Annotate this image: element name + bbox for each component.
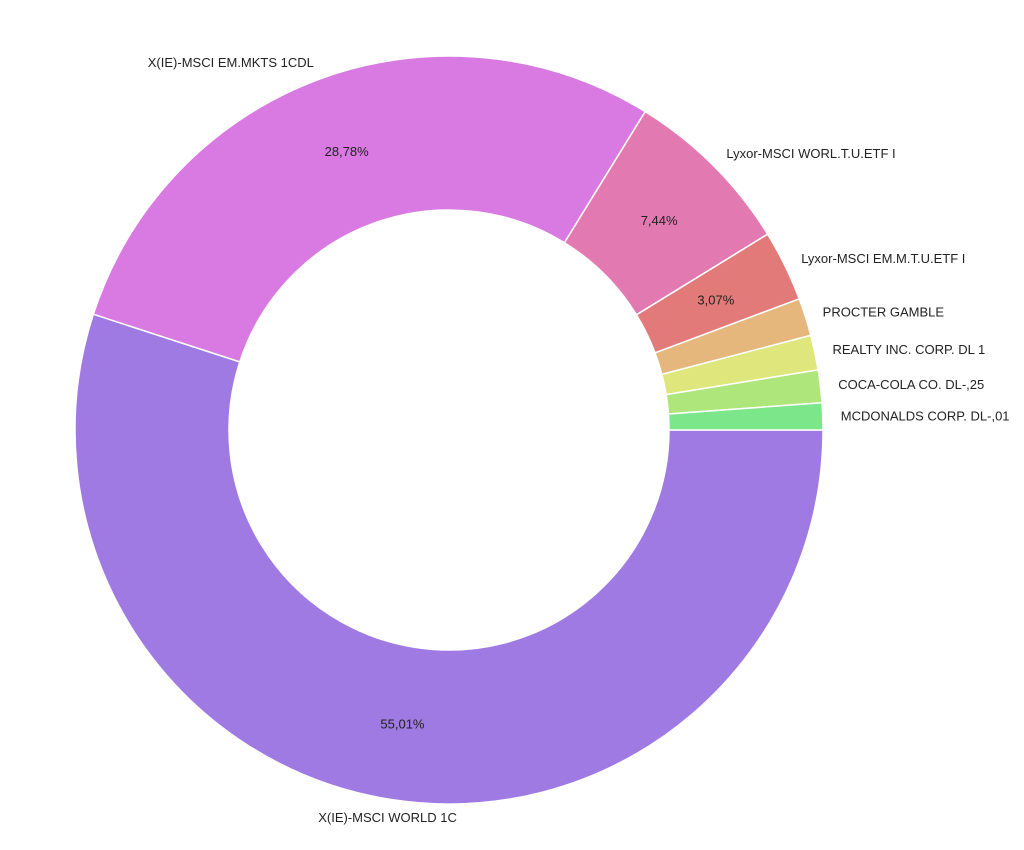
slice-category-label: Lyxor-MSCI EM.M.T.U.ETF I — [801, 251, 965, 266]
slice-x-ie-msci-em-mkts-1cdl[interactable] — [92, 55, 647, 363]
slice-value-label: 3,07% — [697, 293, 734, 308]
slice-procter-gamble[interactable] — [654, 297, 812, 376]
slice-mcdonalds-corp-dl-01[interactable] — [667, 401, 824, 431]
slice-lyxor-msci-em-m-t-u-etf-i[interactable] — [635, 233, 801, 354]
slice-realty-inc-corp-dl-1[interactable] — [660, 334, 819, 396]
slice-x-ie-msci-world-1c[interactable] — [74, 313, 824, 805]
slice-category-label: PROCTER GAMBLE — [823, 305, 945, 320]
slice-coca-cola-co-dl-25[interactable] — [665, 369, 823, 415]
slice-category-label: REALTY INC. CORP. DL 1 — [833, 342, 986, 357]
slice-value-label: 7,44% — [641, 213, 678, 228]
slice-value-label: 28,78% — [325, 144, 370, 159]
slice-category-label: COCA-COLA CO. DL-,25 — [838, 377, 984, 392]
slice-value-label: 55,01% — [380, 716, 425, 731]
slice-lyxor-msci-worl-t-u-etf-i[interactable] — [563, 110, 769, 316]
slice-category-label: X(IE)-MSCI WORLD 1C — [318, 810, 457, 825]
slice-category-label: MCDONALDS CORP. DL-,01 — [841, 409, 1010, 424]
slice-category-label: Lyxor-MSCI WORL.T.U.ETF I — [726, 146, 895, 161]
slice-category-label: X(IE)-MSCI EM.MKTS 1CDL — [148, 55, 314, 70]
